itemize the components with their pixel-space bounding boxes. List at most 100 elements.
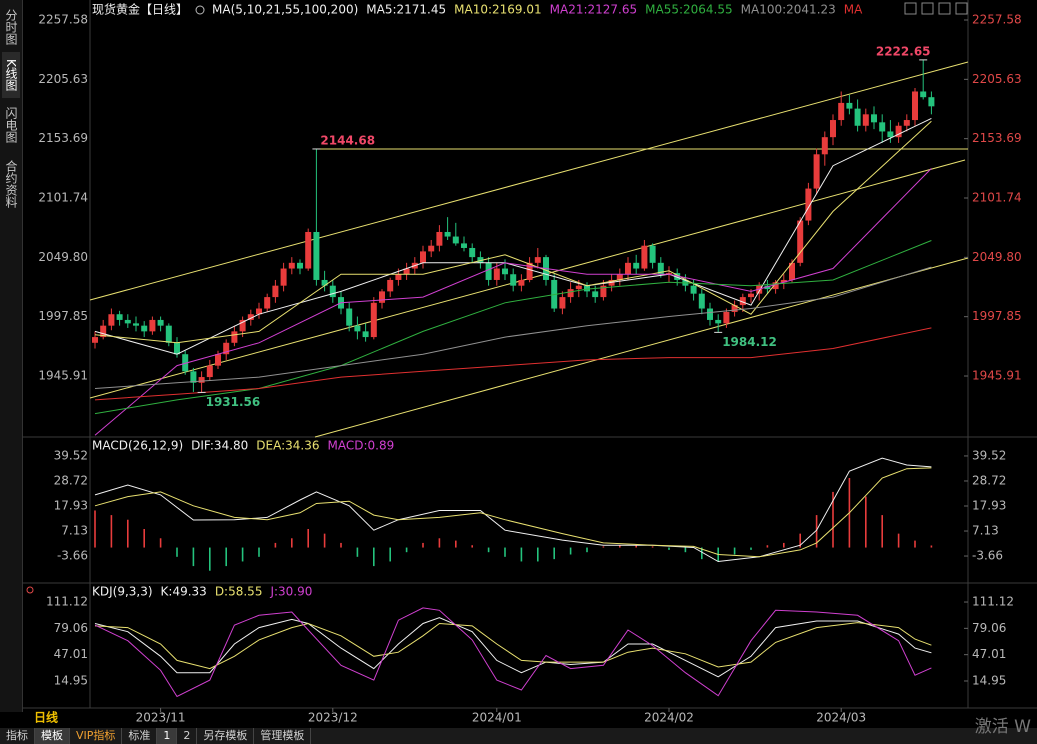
candle-body [625, 262, 631, 275]
histogram-bar [586, 547, 588, 553]
sidebar: 分时图 K线图 闪电图 合约资料 [0, 0, 23, 712]
y-tick-label-right: 111.12 [972, 595, 1014, 609]
side-tab[interactable]: 分时图 [4, 9, 18, 45]
histogram-bar [619, 545, 621, 548]
candle-body [297, 262, 303, 269]
legend-item: MA21:2127.65 [550, 3, 638, 17]
tab[interactable]: VIP指标 [70, 728, 123, 744]
histogram-bar [356, 547, 359, 557]
histogram-bar [651, 546, 654, 548]
legend-item: DIF:34.80 [191, 439, 248, 453]
y-tick-label: 1945.91 [38, 369, 88, 383]
side-tab[interactable]: 闪电图 [4, 107, 18, 143]
candle-body [584, 285, 590, 292]
collapse-icon[interactable] [195, 5, 205, 15]
candle-body [223, 342, 230, 355]
indicator-line [94, 467, 932, 558]
y-tick-label-right: 47.01 [972, 647, 1006, 661]
candle-body [92, 337, 98, 343]
histogram-bar [225, 547, 227, 567]
histogram-bar [635, 545, 637, 548]
candle-body [379, 291, 385, 303]
y-tick-label: 47.01 [54, 647, 88, 661]
candle-body [190, 371, 197, 383]
settings-icon[interactable] [26, 586, 34, 594]
chart: 日线 2257.58 2257.58 2205.63 2205.63 2153.69 21… [22, 0, 1037, 725]
candle-body [100, 325, 107, 338]
candle-body [871, 114, 877, 123]
histogram-bar [930, 545, 933, 548]
histogram-bar [291, 538, 293, 548]
indicator-line [94, 240, 932, 415]
candle-body [395, 274, 402, 280]
candle-body [854, 108, 861, 126]
candle-body [805, 188, 812, 221]
histogram-bar [159, 538, 162, 548]
candle-body [231, 331, 238, 343]
y-tick-label: 17.93 [54, 498, 88, 512]
y-tick-label: 111.12 [46, 595, 88, 609]
histogram-bar [373, 547, 375, 567]
histogram-bar [192, 547, 195, 567]
candle-body [469, 247, 476, 258]
window-icons[interactable] [904, 2, 968, 15]
frame [22, 0, 1037, 709]
candle-body [879, 122, 886, 132]
side-tab[interactable]: K线图 [2, 52, 20, 98]
candle-body [370, 302, 377, 338]
period-label[interactable]: 日线 [34, 710, 58, 725]
candle-body [493, 268, 500, 280]
candle-body [206, 365, 213, 378]
legend-item: D:58.55 [215, 585, 263, 599]
candle-body [149, 319, 156, 332]
candle-body [838, 102, 845, 121]
y-tick-label: 14.95 [54, 673, 88, 687]
tab[interactable]: 1 [157, 728, 178, 744]
histogram-bar [389, 547, 391, 562]
histogram-bar [881, 515, 883, 548]
candle-body [887, 131, 894, 138]
candle-body [346, 308, 353, 326]
candle-body [305, 231, 312, 269]
tab[interactable]: 模板 [35, 728, 70, 744]
candle-body [920, 91, 927, 98]
histogram-bar [602, 546, 605, 548]
candle-body [674, 273, 681, 280]
tab[interactable]: 标准 [122, 728, 158, 744]
y-tick-label: 2153.69 [38, 131, 88, 145]
candle-body [912, 91, 918, 121]
candle-body [772, 282, 779, 290]
candle-body [666, 273, 672, 275]
candle-body [690, 285, 697, 294]
trend-lines [89, 61, 969, 438]
tab[interactable]: 指标 [0, 728, 35, 744]
candle-body [600, 285, 607, 298]
histogram-bar [504, 547, 506, 557]
side-tab[interactable]: 合约资料 [4, 160, 18, 208]
indicator-line [94, 457, 932, 563]
candle-body [354, 325, 361, 332]
candle-body [198, 377, 205, 383]
histogram-bar [127, 519, 129, 548]
y-tick-label-right: 2049.80 [972, 250, 1022, 264]
histogram-bar [569, 547, 572, 555]
candle-body [813, 154, 820, 189]
candle-body [428, 245, 435, 252]
histogram-bar [94, 510, 96, 548]
tab[interactable]: 2 [177, 728, 198, 744]
indicator-line [94, 607, 932, 698]
candle-body [608, 279, 615, 286]
tab[interactable]: 管理模板 [254, 728, 312, 744]
indicator-line [94, 622, 932, 670]
histogram-bar [783, 542, 785, 548]
panel-title: MACD(26,12,9) [92, 439, 183, 453]
bottom-tabs: 指标 模板 VIP指标 标准 1 2 另存模板 管理模板 [0, 728, 1037, 744]
y-tick-label: 2101.74 [38, 191, 88, 205]
histogram-bar [865, 496, 867, 548]
panel-title: KDJ(9,3,3) [92, 585, 153, 599]
tab[interactable]: 另存模板 [197, 728, 255, 744]
y-tick-label-right: 14.95 [972, 673, 1006, 687]
x-tick-label: 2024/03 [816, 711, 866, 725]
histogram-bar [701, 547, 703, 560]
